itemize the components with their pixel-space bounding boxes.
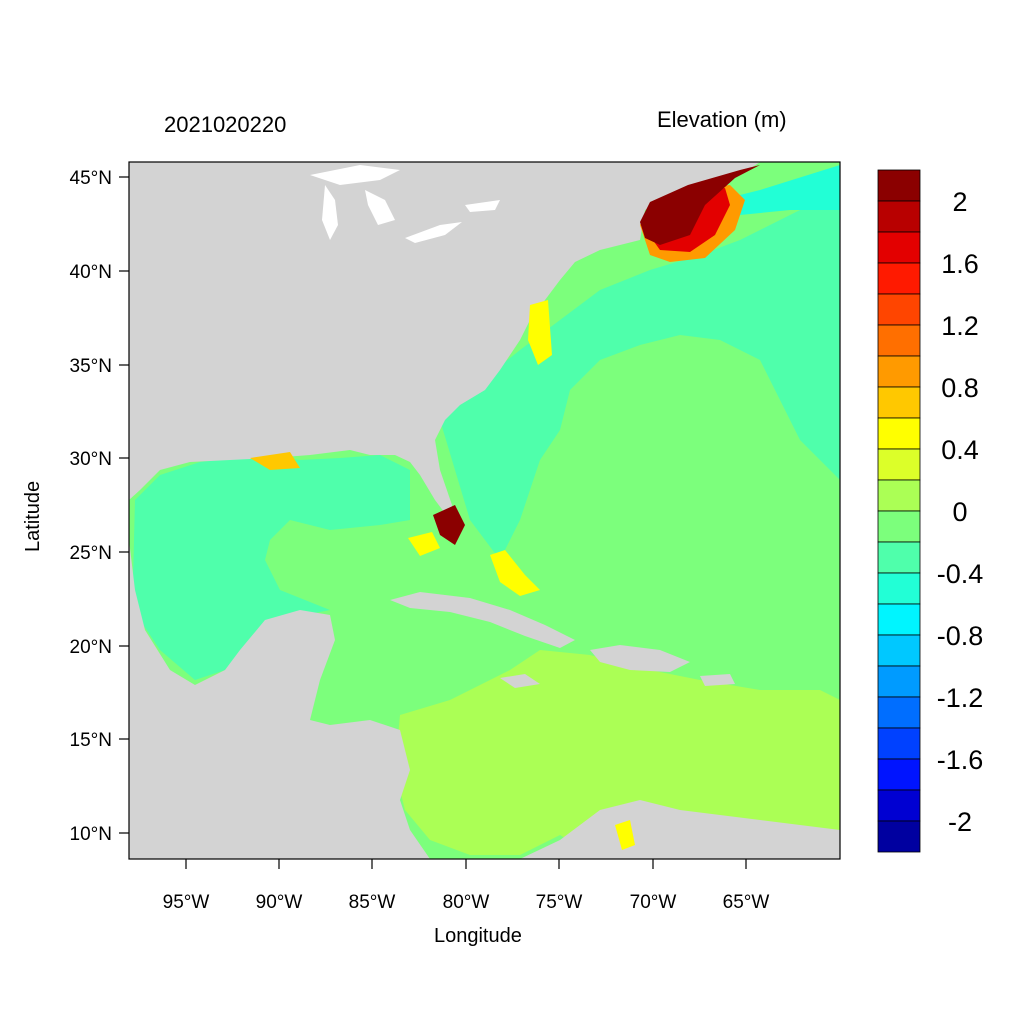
colorbar-swatch	[877, 510, 921, 543]
colorbar-swatch	[877, 355, 921, 388]
colorbar-swatch	[877, 200, 921, 233]
colorbar-swatch	[877, 448, 921, 481]
jamaica	[500, 674, 540, 688]
lake-huron	[365, 190, 395, 225]
lake-erie	[405, 222, 462, 243]
colorbar-label: -1.2	[937, 683, 984, 713]
colorbar-label: 0.8	[941, 373, 979, 403]
colorbar-label: 1.6	[941, 249, 979, 279]
colorbar-swatch	[877, 789, 921, 822]
puerto-rico	[700, 674, 735, 686]
x-tick-label: 85°W	[349, 892, 396, 913]
colorbar-swatch	[877, 169, 921, 202]
colorbar-swatch	[877, 324, 921, 357]
colorbar-label: -2	[948, 807, 972, 837]
louisiana-surge	[250, 452, 300, 470]
date-title: 2021020220	[164, 112, 287, 137]
colorbar-label: 2	[952, 187, 967, 217]
gulf-of-mexico	[133, 455, 410, 680]
colorbar-swatch	[877, 541, 921, 574]
x-tick-label: 75°W	[536, 892, 583, 913]
x-axis-title: Longitude	[434, 925, 522, 947]
colorbar-swatch	[877, 634, 921, 667]
y-tick-label: 40°N	[70, 262, 112, 283]
florida-surge-yellow	[408, 532, 440, 556]
cuba	[390, 592, 575, 648]
colorbar-label: -0.4	[937, 559, 984, 589]
colorbar-swatch	[877, 727, 921, 760]
north-america-land	[129, 162, 760, 520]
colorbar-swatch	[877, 293, 921, 326]
colorbar-swatch	[877, 758, 921, 791]
map-area	[129, 162, 840, 859]
x-tick-label: 65°W	[723, 892, 770, 913]
atlantic-coastal-band	[440, 190, 840, 560]
caribbean-sea	[395, 650, 840, 859]
x-tick-label: 70°W	[630, 892, 677, 913]
land	[129, 162, 840, 859]
colorbar-swatch	[877, 479, 921, 512]
variable-title: Elevation (m)	[657, 107, 787, 132]
colorbar-label: 1.2	[941, 311, 979, 341]
chesapeake-yellow	[528, 300, 552, 365]
south-america-land	[520, 800, 840, 859]
gulf-of-maine-surge-max	[640, 165, 760, 245]
colorbar-label: 0.4	[941, 435, 979, 465]
mexico-land	[129, 540, 430, 859]
colorbar-swatch	[877, 417, 921, 450]
florida-surge	[433, 505, 465, 545]
y-tick-label: 25°N	[70, 543, 112, 564]
y-tick-label: 35°N	[70, 356, 112, 377]
colorbar-label: 0	[952, 497, 967, 527]
x-tick-label: 95°W	[163, 892, 210, 913]
colorbar-swatch	[877, 665, 921, 698]
colorbar-swatch	[877, 603, 921, 636]
x-axis-ticks: 95°W 90°W 85°W 80°W 75°W 70°W 65°W	[163, 859, 770, 913]
colorbar-swatch	[877, 696, 921, 729]
plot-frame	[128, 161, 841, 860]
colorbar-swatch	[877, 572, 921, 605]
colorbar-label: -1.6	[937, 745, 984, 775]
y-tick-label: 45°N	[70, 168, 112, 189]
colorbar-swatch	[877, 231, 921, 264]
y-tick-label: 15°N	[70, 730, 112, 751]
y-axis-ticks: 45°N 40°N 35°N 30°N 25°N 20°N 15°N 10°N	[70, 168, 129, 845]
colorbar-swatch	[877, 820, 921, 853]
y-axis-title: Latitude	[22, 480, 44, 552]
lake-michigan	[322, 185, 338, 240]
maracaibo-yellow	[615, 820, 635, 850]
y-tick-label: 30°N	[70, 449, 112, 470]
colorbar: 2 1.6 1.2 0.8 0.4 0 -0.4 -0.8 -1.2 -1.6 -2	[877, 169, 984, 853]
x-tick-label: 80°W	[443, 892, 490, 913]
hispaniola	[590, 645, 690, 672]
x-tick-label: 90°W	[256, 892, 303, 913]
great-lakes	[310, 165, 500, 243]
lake-ontario	[465, 200, 500, 212]
y-tick-label: 20°N	[70, 637, 112, 658]
colorbar-label: -0.8	[937, 621, 984, 651]
colorbar-swatch	[877, 262, 921, 295]
lake-superior	[310, 165, 400, 185]
colorbar-swatch	[877, 386, 921, 419]
y-tick-label: 10°N	[70, 824, 112, 845]
bahamas-yellow	[490, 550, 540, 596]
